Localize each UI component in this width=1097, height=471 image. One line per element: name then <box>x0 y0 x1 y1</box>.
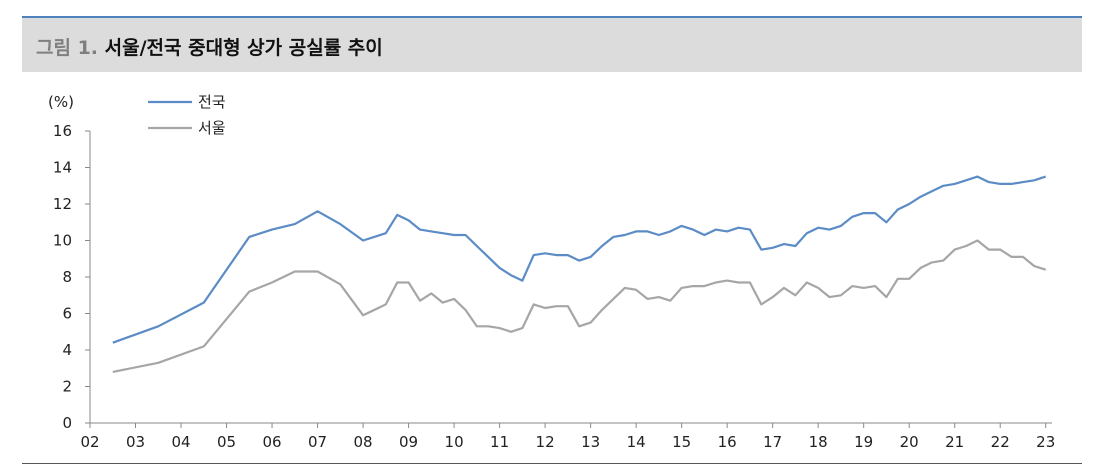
x-tick-group: 02 03 04 05 06 07 08 09 10 11 12 13 14 15 16 17 18 19 20 21… <box>80 423 1055 451</box>
x-tick-label: 02 <box>80 433 99 451</box>
x-tick-label: 07 <box>308 433 327 451</box>
x-tick-label: 06 <box>262 433 281 451</box>
y-tick-label: 2 <box>62 378 72 396</box>
x-tick-label: 18 <box>809 433 828 451</box>
legend-label-national: 전국 <box>198 93 226 111</box>
bottom-rule <box>22 463 1082 464</box>
y-tick-label: 6 <box>62 305 72 323</box>
series-group <box>112 175 1047 373</box>
x-tick-label: 23 <box>1036 433 1055 451</box>
y-tick-label: 14 <box>53 159 72 177</box>
x-tick-label: 22 <box>991 433 1010 451</box>
x-tick-label: 09 <box>399 433 418 451</box>
x-tick-label: 19 <box>854 433 873 451</box>
x-tick-label: 04 <box>171 433 190 451</box>
y-axis-unit-label: (%) <box>48 93 74 111</box>
x-tick-label: 15 <box>672 433 691 451</box>
figure-title-text: 서울/전국 중대형 상가 공실률 추이 <box>104 37 383 59</box>
top-accent-rule <box>22 16 1082 18</box>
legend-label-seoul: 서울 <box>198 119 226 137</box>
x-tick-label: 08 <box>354 433 373 451</box>
x-tick-label: 10 <box>445 433 464 451</box>
x-tick-label: 12 <box>536 433 555 451</box>
x-tick-label: 05 <box>217 433 236 451</box>
series-line-seoul <box>112 239 1047 373</box>
x-tick-label: 11 <box>490 433 509 451</box>
figure-title: 그림 1. 서울/전국 중대형 상가 공실률 추이 <box>36 33 383 60</box>
x-tick-label: 21 <box>945 433 964 451</box>
figure-title-bar: 그림 1. 서울/전국 중대형 상가 공실률 추이 <box>22 18 1082 72</box>
x-tick-label: 16 <box>718 433 737 451</box>
y-tick-label: 4 <box>62 341 72 359</box>
x-tick-label: 17 <box>763 433 782 451</box>
y-tick-label: 16 <box>53 122 72 140</box>
x-tick-label: 03 <box>126 433 145 451</box>
x-tick-label: 20 <box>900 433 919 451</box>
y-tick-label: 8 <box>62 268 72 286</box>
x-tick-label: 14 <box>627 433 646 451</box>
x-tick-label: 13 <box>581 433 600 451</box>
y-tick-label: 0 <box>62 414 72 432</box>
y-tick-label: 10 <box>53 232 72 250</box>
y-tick-group: 0 2 4 6 8 10 12 14 16 <box>53 122 90 432</box>
series-line-national <box>112 175 1047 344</box>
y-tick-label: 12 <box>53 195 72 213</box>
figure-label: 그림 1. <box>36 37 99 59</box>
